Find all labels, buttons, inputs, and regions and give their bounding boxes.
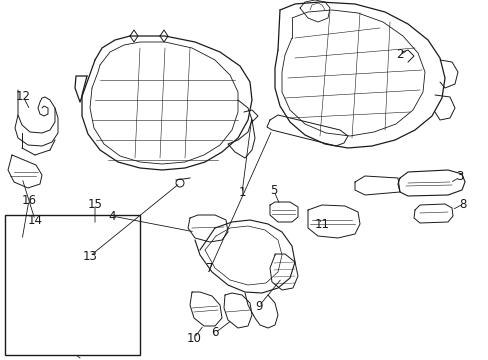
Text: 5: 5 (270, 184, 277, 198)
Text: 9: 9 (255, 300, 262, 312)
Text: 12: 12 (16, 90, 30, 103)
Text: 14: 14 (27, 213, 42, 226)
Text: 10: 10 (186, 332, 201, 345)
Text: 8: 8 (458, 198, 466, 211)
Text: 11: 11 (314, 217, 329, 230)
Bar (5, 215, 140, 355)
Text: 13: 13 (82, 249, 97, 262)
Text: 7: 7 (206, 262, 213, 275)
Text: 4: 4 (108, 210, 116, 222)
Text: 15: 15 (87, 198, 102, 211)
Text: 6: 6 (211, 327, 218, 339)
Text: 3: 3 (455, 171, 463, 184)
Text: 1: 1 (238, 186, 245, 199)
Text: 16: 16 (21, 194, 37, 207)
Text: 2: 2 (395, 49, 403, 62)
